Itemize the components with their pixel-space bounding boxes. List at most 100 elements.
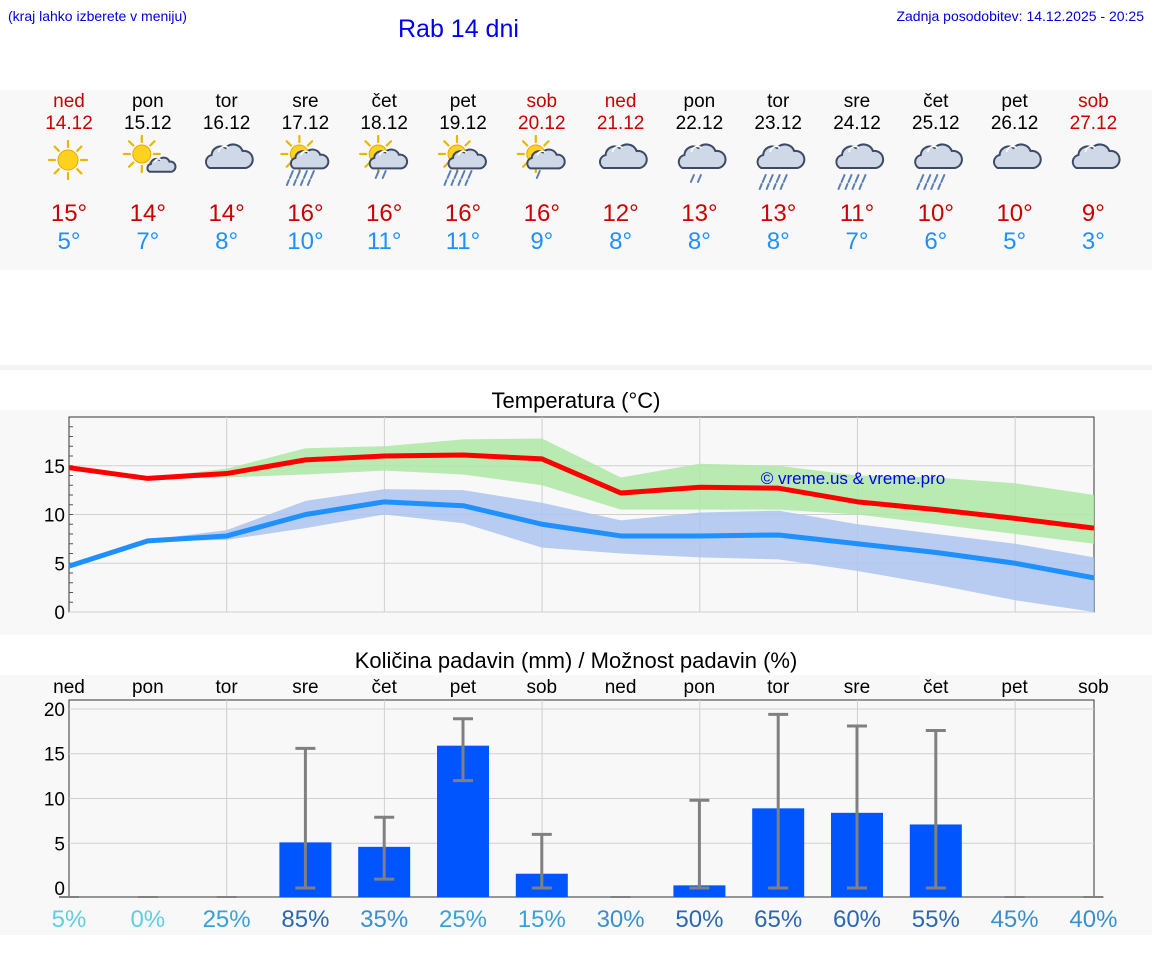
cloud-highlight bbox=[1005, 145, 1018, 153]
page-title: Rab 14 dni bbox=[398, 15, 519, 43]
precip-day-label: čet bbox=[923, 677, 949, 698]
day-date: 19.12 bbox=[439, 113, 487, 134]
precip-day-label: sob bbox=[526, 677, 557, 698]
sun-cloud-icon bbox=[122, 134, 177, 174]
cloud-shape bbox=[447, 148, 487, 170]
rain-drop bbox=[940, 174, 946, 183]
min-range-band bbox=[69, 489, 1094, 612]
rain-drop bbox=[933, 174, 939, 183]
temp-y-label: 10 bbox=[44, 506, 65, 527]
cloud-highlight bbox=[927, 145, 939, 153]
rain-drop bbox=[775, 174, 781, 183]
precip-y-label: 20 bbox=[44, 700, 65, 721]
sun-heavy-rain-icon bbox=[437, 134, 487, 186]
precip-y-label: 15 bbox=[44, 745, 65, 766]
cloud-highlight bbox=[1084, 145, 1096, 153]
precip-day-label: pon bbox=[132, 677, 164, 698]
cloud-icon bbox=[1071, 143, 1121, 169]
min-temp: 11° bbox=[367, 228, 402, 255]
precip-y-label: 10 bbox=[44, 790, 65, 811]
cloud-shape bbox=[914, 143, 963, 169]
day-date: 25.12 bbox=[912, 113, 960, 134]
rain-drop bbox=[851, 183, 856, 190]
rain-drop bbox=[288, 170, 294, 179]
cloud-rain-icon bbox=[835, 143, 885, 190]
min-temp: 10° bbox=[287, 228, 323, 255]
cloud-shape bbox=[835, 143, 885, 169]
divider bbox=[0, 365, 1152, 370]
temperature-chart-title: Temperatura (°C) bbox=[491, 388, 661, 413]
cloud-highlight bbox=[457, 150, 468, 156]
day-name: pon bbox=[132, 91, 164, 112]
max-temp: 13° bbox=[681, 200, 717, 227]
rain-drop bbox=[937, 183, 942, 190]
rain-drop bbox=[696, 174, 702, 183]
watermark: © vreme.us & vreme.pro bbox=[761, 469, 945, 488]
min-temp: 8° bbox=[215, 228, 238, 255]
day-name: sob bbox=[526, 91, 557, 112]
sun-rain-icon bbox=[359, 134, 409, 179]
day-date: 21.12 bbox=[597, 113, 645, 134]
max-temp: 9° bbox=[1082, 200, 1105, 227]
max-temp-line bbox=[68, 452, 1095, 531]
rain-drop bbox=[854, 174, 860, 183]
rain-drop bbox=[844, 183, 849, 190]
max-range-band bbox=[69, 438, 1094, 544]
precip-day-label: sre bbox=[844, 677, 870, 698]
cloud-shape bbox=[677, 143, 727, 169]
temp-y-label: 5 bbox=[54, 554, 65, 575]
max-temp: 12° bbox=[602, 200, 638, 227]
rain-drop bbox=[535, 170, 541, 179]
rain-drop bbox=[919, 174, 925, 183]
temp-y-label: 0 bbox=[54, 603, 65, 624]
cloud-shape bbox=[368, 148, 409, 170]
sun-icon bbox=[47, 139, 89, 181]
cloud-icon bbox=[993, 143, 1042, 169]
rain-drop bbox=[689, 174, 695, 183]
precip-day-label: ned bbox=[605, 677, 637, 698]
precip-chance: 30% bbox=[597, 906, 645, 933]
rain-drop bbox=[306, 179, 311, 186]
precip-chance: 60% bbox=[833, 906, 881, 933]
max-temp: 16° bbox=[524, 200, 560, 227]
min-temp: 7° bbox=[136, 228, 159, 255]
day-date: 22.12 bbox=[676, 113, 724, 134]
precip-chance: 5% bbox=[52, 906, 87, 933]
cloud-highlight bbox=[379, 150, 389, 156]
last-updated: Zadnja posodobitev: 14.12.2025 - 20:25 bbox=[896, 8, 1144, 24]
min-temp: 9° bbox=[530, 228, 553, 255]
rain-drop bbox=[837, 183, 842, 190]
day-date: 23.12 bbox=[754, 113, 802, 134]
max-temp: 14° bbox=[208, 200, 244, 227]
max-temp: 13° bbox=[760, 200, 796, 227]
rain-drop bbox=[292, 179, 297, 186]
precip-chance: 35% bbox=[360, 906, 408, 933]
rain-drop bbox=[861, 174, 867, 183]
precipitation-chart-title: Količina padavin (mm) / Možnost padavin … bbox=[354, 648, 798, 673]
rain-drop bbox=[772, 183, 777, 190]
min-temp: 7° bbox=[846, 228, 869, 255]
location-hint: (kraj lahko izberete v meniju) bbox=[8, 8, 187, 24]
cloud-highlight bbox=[536, 150, 546, 156]
day-name: ned bbox=[605, 91, 637, 112]
rain-drop bbox=[765, 183, 770, 190]
rain-drop bbox=[446, 170, 452, 179]
precip-chance: 15% bbox=[518, 906, 566, 933]
rain-drop bbox=[758, 183, 763, 190]
rain-drop bbox=[309, 170, 315, 179]
sun-disc bbox=[132, 144, 152, 164]
max-temp: 10° bbox=[996, 200, 1032, 227]
precip-chance: 0% bbox=[130, 906, 165, 933]
precip-chance: 45% bbox=[991, 906, 1039, 933]
rain-drop bbox=[285, 179, 290, 186]
max-temp: 11° bbox=[840, 200, 875, 227]
precip-day-label: ned bbox=[53, 677, 85, 698]
day-name: pet bbox=[1001, 91, 1028, 112]
precip-day-label: pet bbox=[1001, 677, 1028, 698]
precip-y-label: 0 bbox=[54, 879, 65, 900]
cloud-highlight bbox=[769, 145, 781, 153]
precip-day-label: sob bbox=[1078, 677, 1109, 698]
rain-drop bbox=[457, 179, 462, 186]
rain-drop bbox=[299, 179, 304, 186]
min-temp-line bbox=[68, 499, 1095, 581]
